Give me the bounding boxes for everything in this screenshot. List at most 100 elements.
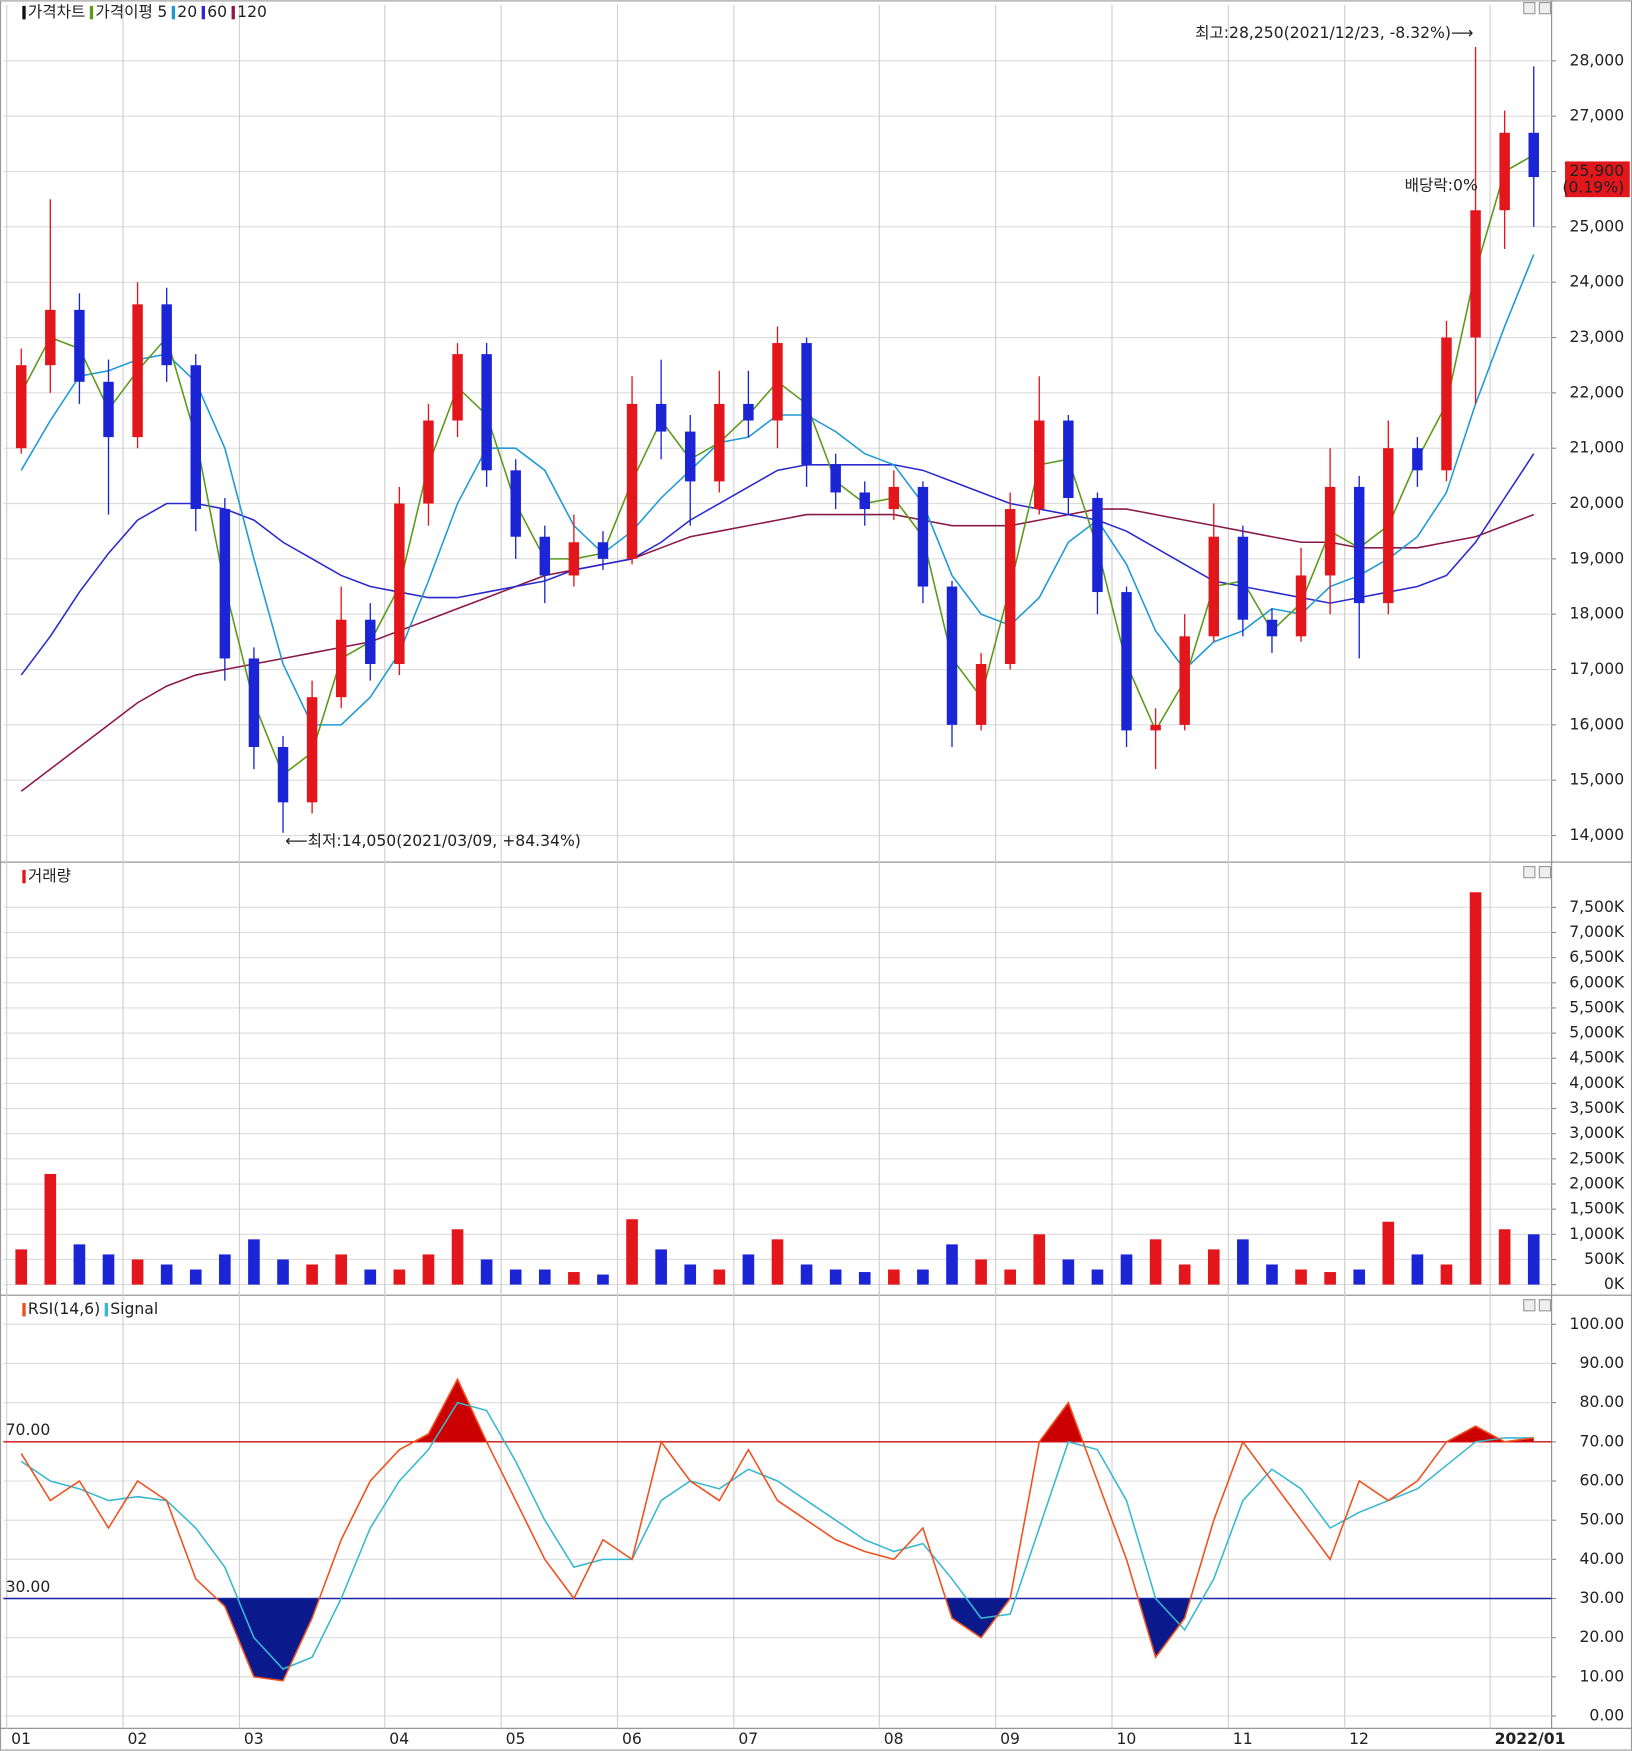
y-tick-label: 70.00: [1579, 1432, 1624, 1450]
volume-bar: [335, 1254, 348, 1285]
rsi-zone-fill: [216, 1598, 1191, 1681]
legend-label: 가격이평: [95, 3, 152, 21]
rsi-line: [20, 1377, 1534, 1682]
candle-body: [1528, 132, 1539, 178]
legend-label: 거래량: [28, 867, 71, 885]
y-tick-label: 3,500K: [1569, 1099, 1625, 1117]
candle-body: [219, 509, 231, 659]
legend-label: 60: [207, 3, 227, 21]
volume-bar: [1295, 1269, 1307, 1285]
rsi-level-label: 70.00: [6, 1421, 51, 1439]
volume-bar: [1004, 1269, 1016, 1285]
y-tick-label: 3,000K: [1569, 1124, 1625, 1142]
volume-bar: [1237, 1239, 1249, 1285]
candle-body: [743, 403, 754, 421]
panel-button[interactable]: [1523, 2, 1536, 15]
y-tick-label: 6,500K: [1569, 948, 1625, 966]
y-tick-label: 16,000: [1570, 715, 1625, 733]
volume-bar: [888, 1269, 900, 1285]
volume-bar: [393, 1269, 406, 1285]
y-tick-label: 0K: [1604, 1275, 1625, 1293]
volume-bar: [975, 1259, 987, 1285]
volume-bar: [597, 1274, 609, 1285]
candle-body: [1063, 420, 1074, 498]
volume-bar: [248, 1239, 260, 1285]
candle-body: [510, 470, 521, 537]
candle-body: [103, 381, 114, 438]
x-tick-label: 03: [244, 1730, 264, 1748]
candle-body: [597, 542, 609, 559]
volume-bar: [655, 1249, 667, 1285]
volume-bar: [538, 1269, 551, 1285]
candle-body: [1412, 448, 1423, 471]
volume-bar: [1120, 1254, 1133, 1285]
candle-body: [394, 503, 405, 664]
x-tick-label: 2022/01: [1495, 1730, 1566, 1748]
volume-bar: [1411, 1254, 1424, 1285]
candle-body: [1295, 575, 1307, 637]
candle-body: [975, 663, 987, 725]
volume-bar: [364, 1269, 377, 1285]
rsi-line: [20, 1401, 1534, 1670]
high-annotation: 최고:28,250(2021/12/23, -8.32%)⟶: [1195, 24, 1473, 42]
candle-body: [45, 309, 56, 366]
candle-body: [888, 486, 900, 510]
y-tick-label: 19,000: [1570, 549, 1625, 567]
y-tick-label: 23,000: [1570, 328, 1625, 346]
volume-bar: [131, 1259, 144, 1285]
legend-marker: [22, 869, 26, 884]
y-tick-label: 500K: [1584, 1250, 1625, 1268]
volume-bar: [1266, 1264, 1278, 1285]
legend-label: 20: [177, 3, 197, 21]
legend-marker: [104, 1303, 109, 1317]
panel-close[interactable]: [1538, 2, 1552, 15]
panel-button[interactable]: [1523, 866, 1536, 879]
low-annotation: ⟵최저:14,050(2021/03/09, +84.34%): [285, 832, 581, 850]
volume-bar: [189, 1269, 202, 1285]
volume-bar: [858, 1272, 871, 1285]
y-tick-label: 90.00: [1579, 1354, 1624, 1372]
y-tick-label: 80.00: [1579, 1393, 1624, 1411]
y-tick-label: 4,500K: [1569, 1049, 1625, 1067]
panel-button[interactable]: [1523, 1299, 1536, 1312]
volume-bar: [713, 1269, 726, 1285]
volume-bar: [1207, 1249, 1220, 1285]
candle-body: [1150, 724, 1161, 731]
volume-bar: [568, 1272, 580, 1285]
volume-bar: [451, 1229, 464, 1285]
labels-layer: 14,000 15,000 16,000 17,000 18,000 19,000 20,0…: [6, 3, 1630, 1748]
dividend-annotation: 배당락:0%: [1405, 176, 1478, 194]
volume-bar: [684, 1264, 697, 1285]
panel-close[interactable]: [1538, 1299, 1552, 1312]
legend-marker: [22, 1303, 26, 1317]
x-tick-label: 06: [622, 1730, 642, 1748]
volume-bar: [422, 1254, 435, 1285]
current-price-tag: [1565, 161, 1630, 198]
candle-body: [714, 403, 725, 482]
volume-bar: [306, 1264, 318, 1285]
x-tick-label: 09: [1000, 1730, 1020, 1748]
marks-layer: [3, 47, 1552, 1682]
candle-body: [801, 343, 812, 465]
panel-close[interactable]: [1538, 866, 1552, 879]
candle-body: [917, 486, 929, 587]
y-tick-label: 6,000K: [1569, 973, 1625, 991]
legend-marker: [231, 5, 235, 20]
candle-body: [1208, 536, 1220, 637]
y-tick-label: 7,000K: [1569, 923, 1625, 941]
volume-bar: [1091, 1269, 1104, 1285]
y-tick-label: 28,000: [1570, 51, 1625, 69]
x-tick-label: 01: [11, 1730, 31, 1748]
x-tick-label: 08: [884, 1730, 904, 1748]
candle-body: [626, 403, 638, 559]
x-tick-label: 11: [1233, 1730, 1253, 1748]
y-tick-label: 18,000: [1570, 605, 1625, 623]
volume-bar: [509, 1269, 522, 1285]
x-tick-label: 02: [128, 1730, 148, 1748]
legend-label: 5: [157, 3, 167, 21]
x-tick-label: 04: [389, 1730, 409, 1748]
volume-bar: [1382, 1221, 1395, 1285]
y-tick-label: 20,000: [1570, 494, 1625, 512]
